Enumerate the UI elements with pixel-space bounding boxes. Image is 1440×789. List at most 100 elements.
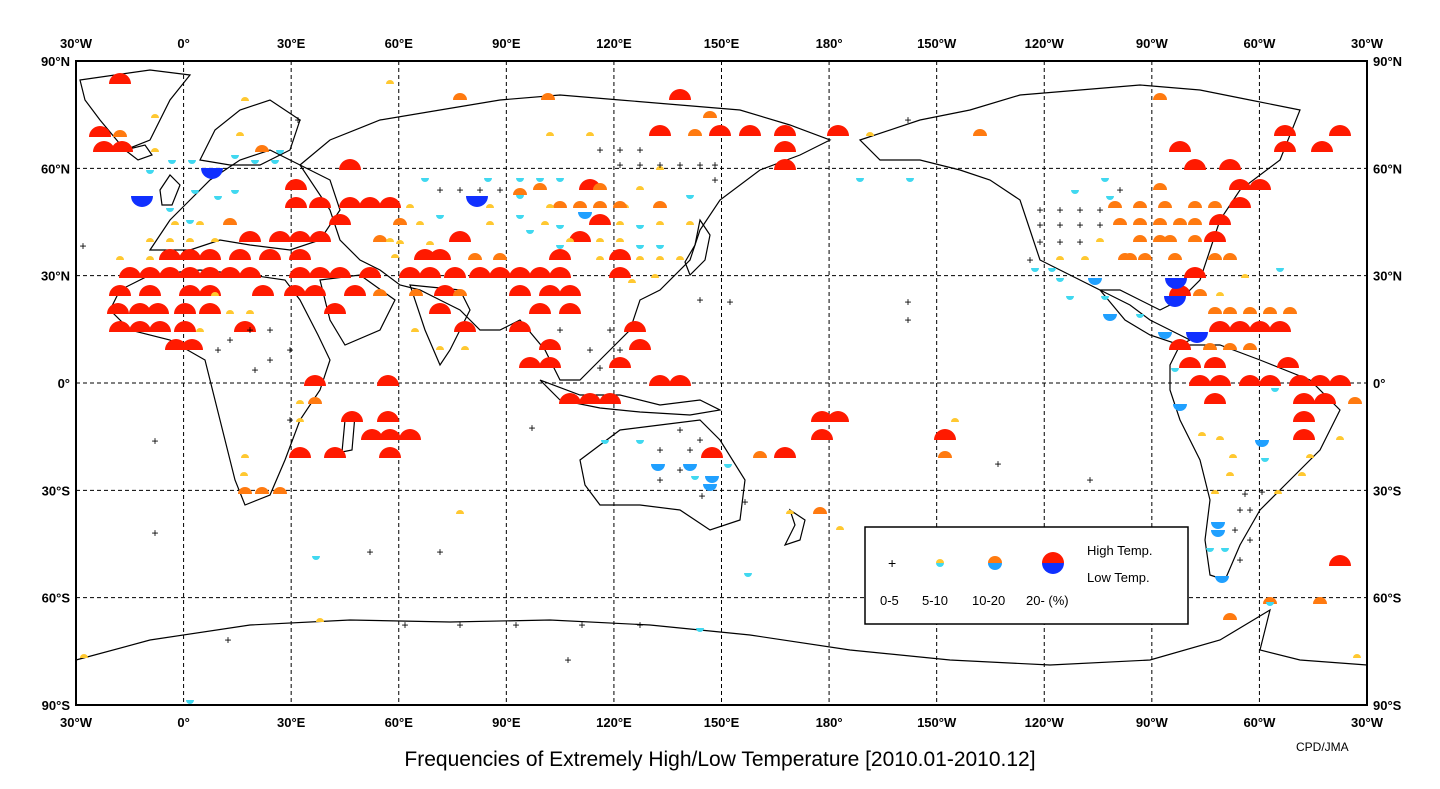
low-temp-marker (1221, 548, 1229, 552)
high-temp-marker (329, 267, 351, 278)
high-temp-marker (589, 214, 611, 225)
low-frequency-marker: + (636, 143, 643, 157)
low-temp-marker (556, 225, 564, 229)
longitude-label: 150°W (917, 36, 957, 51)
low-temp-marker (1215, 576, 1229, 583)
low-frequency-marker: + (696, 293, 703, 307)
low-frequency-marker: + (251, 363, 258, 377)
high-temp-marker (159, 249, 181, 260)
high-temp-marker (174, 321, 196, 332)
high-temp-marker (1042, 552, 1064, 563)
low-temp-marker (636, 440, 644, 444)
high-temp-marker (1138, 253, 1152, 260)
low-temp-marker (536, 178, 544, 182)
longitude-label: 150°E (704, 715, 740, 730)
legend-class-5-10: 5-10 (922, 593, 948, 608)
low-frequency-marker: + (686, 443, 693, 457)
high-temp-marker (341, 411, 363, 422)
high-temp-marker (1216, 292, 1224, 296)
high-temp-marker (613, 201, 627, 208)
high-temp-marker (239, 231, 261, 242)
low-temp-marker (1211, 522, 1225, 529)
low-frequency-marker: + (266, 323, 273, 337)
high-temp-marker (546, 132, 554, 136)
low-frequency-marker: + (1076, 218, 1083, 232)
high-temp-marker (379, 447, 401, 458)
low-frequency-marker: + (496, 183, 503, 197)
high-temp-marker (569, 231, 591, 242)
longitude-label: 90°W (1136, 36, 1169, 51)
high-temp-marker (386, 238, 394, 242)
high-temp-marker (1229, 197, 1251, 208)
high-temp-marker (586, 132, 594, 136)
legend-box (864, 526, 1189, 625)
low-temp-marker (251, 160, 259, 164)
high-temp-marker (316, 618, 324, 622)
high-temp-marker (616, 221, 624, 225)
latitude-labels-left: 90°N 60°N 30°N 0° 30°S 60°S 90°S (41, 54, 70, 713)
high-temp-marker (629, 339, 651, 350)
low-frequency-marker: + (286, 413, 293, 427)
high-temp-marker (609, 267, 631, 278)
high-temp-marker (468, 253, 482, 260)
longitude-label: 90°E (492, 36, 521, 51)
credit-label: CPD/JMA (1296, 740, 1349, 754)
longitude-label: 0° (177, 36, 189, 51)
low-frequency-marker: + (79, 239, 86, 253)
high-temp-marker (599, 393, 621, 404)
high-temp-marker (609, 357, 631, 368)
longitude-label: 120°W (1025, 715, 1065, 730)
high-temp-marker (229, 249, 251, 260)
high-temp-marker (529, 303, 551, 314)
high-temp-marker (174, 303, 196, 314)
low-frequency-marker: + (1096, 203, 1103, 217)
low-temp-marker (231, 190, 239, 194)
coast-asia (299, 94, 832, 381)
low-temp-marker (705, 476, 719, 483)
high-temp-marker (1216, 436, 1224, 440)
longitude-label: 180° (816, 36, 843, 51)
low-temp-marker (421, 178, 429, 182)
low-frequency-marker: + (616, 143, 623, 157)
low-temp-marker (1261, 458, 1269, 462)
high-temp-marker (1223, 307, 1237, 314)
high-temp-marker (1208, 253, 1222, 260)
longitude-label: 60°W (1243, 36, 1276, 51)
high-temp-marker (936, 559, 944, 563)
high-temp-marker (1204, 231, 1226, 242)
low-frequency-marker: + (578, 618, 585, 632)
latitude-label: 90°S (42, 698, 71, 713)
high-temp-marker (539, 285, 561, 296)
legend-class-10-20: 10-20 (972, 593, 1005, 608)
high-temp-marker (546, 204, 554, 208)
high-temp-marker (379, 197, 401, 208)
high-temp-marker (379, 429, 401, 440)
low-frequency-marker: + (586, 343, 593, 357)
low-frequency-marker: + (696, 158, 703, 172)
low-frequency-marker: + (401, 618, 408, 632)
high-temp-marker (129, 303, 151, 314)
low-frequency-marker: + (246, 323, 253, 337)
high-temp-marker (139, 285, 161, 296)
high-temp-marker (1314, 393, 1336, 404)
high-temp-marker (304, 285, 326, 296)
high-temp-marker (269, 231, 291, 242)
low-temp-marker (936, 563, 944, 567)
coast-australia (579, 419, 746, 531)
high-temp-marker (239, 267, 261, 278)
low-frequency-marker: + (436, 545, 443, 559)
high-temp-marker (1198, 432, 1206, 436)
high-temp-marker (559, 393, 581, 404)
high-temp-marker (596, 256, 604, 260)
high-temp-marker (709, 125, 731, 136)
high-temp-marker (359, 267, 381, 278)
high-temp-marker (107, 303, 129, 314)
high-temp-marker (344, 285, 366, 296)
high-temp-marker (559, 303, 581, 314)
low-temp-marker (683, 464, 697, 471)
high-temp-marker (649, 125, 671, 136)
high-temp-marker (1223, 253, 1237, 260)
high-temp-marker (461, 346, 469, 350)
high-temp-marker (1153, 93, 1167, 100)
high-temp-marker (649, 375, 671, 386)
